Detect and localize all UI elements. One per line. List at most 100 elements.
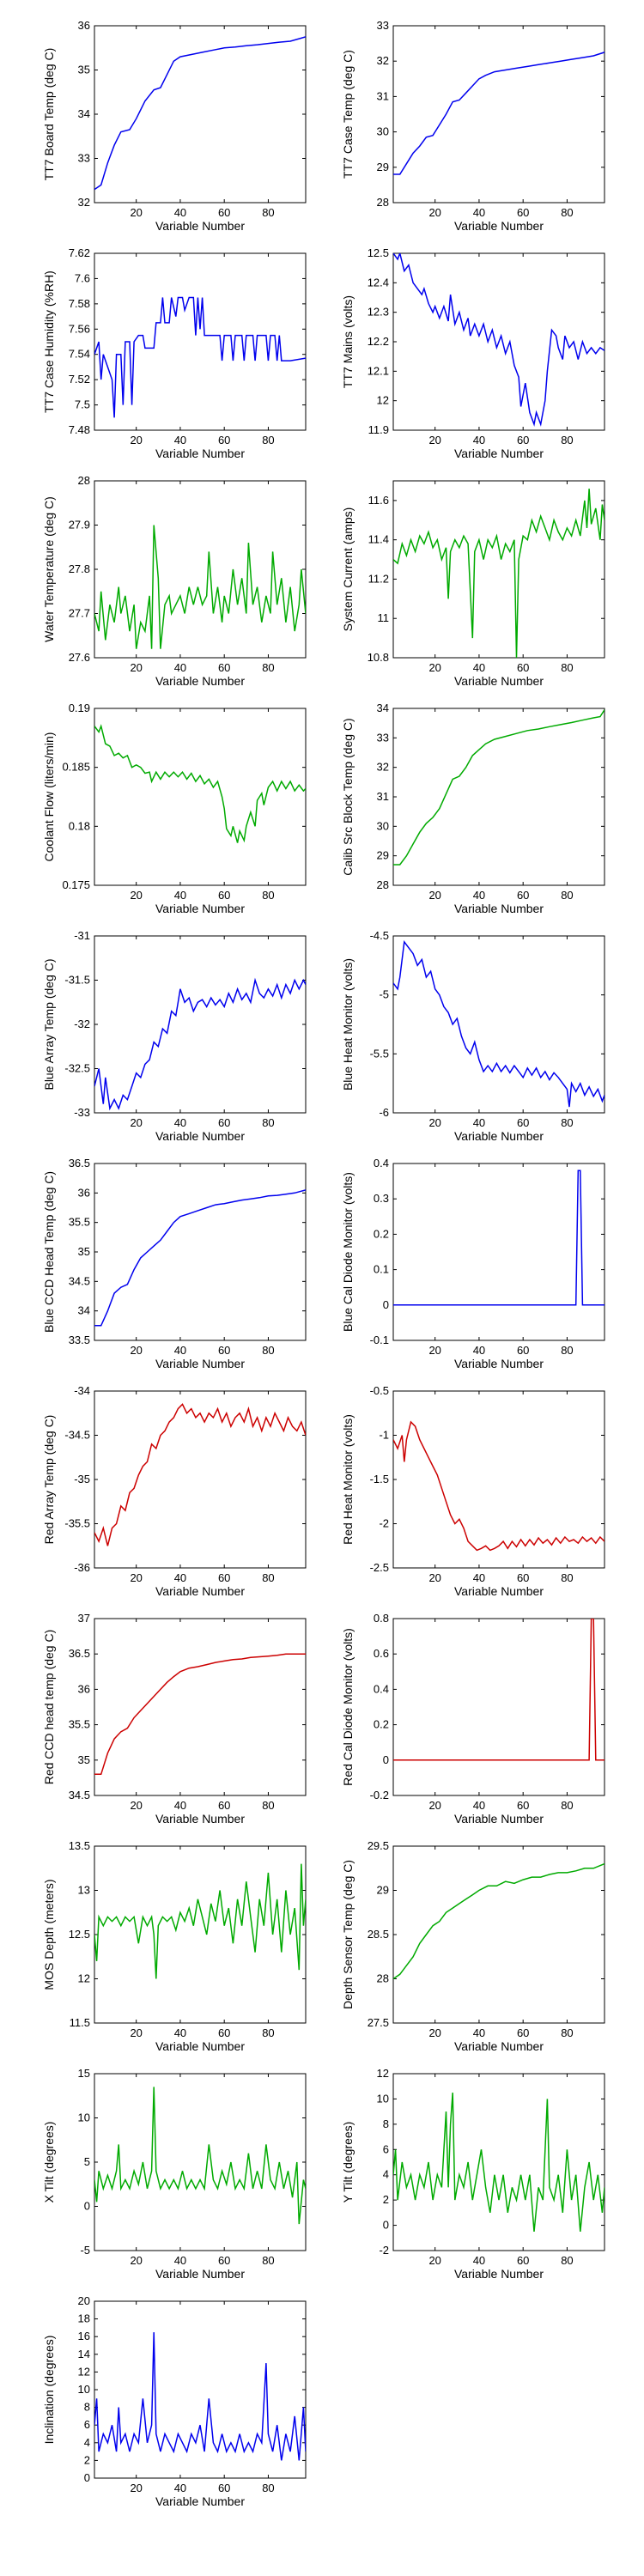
- x-tick-label: 40: [174, 2026, 186, 2039]
- chart-panel: 20 40 60 80 0.175 0.18 0.185 0.19 Variable Numbe…: [42, 702, 307, 915]
- y-tick-label: 11.6: [368, 494, 389, 507]
- y-tick-label: 14: [78, 2348, 90, 2360]
- y-tick-label: 32: [377, 54, 389, 67]
- series-line: [94, 1653, 306, 1776]
- y-tick-label: -33: [74, 1106, 90, 1119]
- x-tick-label: 60: [218, 434, 230, 447]
- plot-frame: [392, 1390, 605, 1569]
- y-axis-label: Red CCD head temp (deg C): [42, 1630, 56, 1785]
- x-axis-label: Variable Number: [454, 1812, 544, 1826]
- x-tick-label: 80: [561, 661, 573, 674]
- plot-frame: [94, 2073, 307, 2251]
- y-axis-label: System Current (amps): [341, 507, 355, 632]
- series-line: [393, 939, 605, 1108]
- y-tick-label: 12: [377, 394, 389, 407]
- y-tick-label: -5.5: [370, 1047, 389, 1060]
- x-tick-label: 20: [428, 661, 440, 674]
- y-tick-label: 7.52: [69, 373, 90, 386]
- x-tick-label: 80: [262, 434, 274, 447]
- series-line: [393, 1862, 605, 1980]
- y-tick-label: 2: [383, 2193, 389, 2206]
- series-line: [94, 36, 306, 191]
- y-tick-label: 0.185: [62, 761, 90, 774]
- y-tick-label: 13.5: [69, 1839, 90, 1852]
- y-tick-label: 16: [78, 2330, 90, 2342]
- x-tick-label: 80: [561, 889, 573, 902]
- chart-panel: 20 40 60 80 11.5 12 12.5 13 13.5 Variable Number M…: [42, 1839, 307, 2053]
- y-tick-label: 32: [78, 196, 90, 209]
- y-tick-label: 32: [377, 761, 389, 774]
- x-tick-label: 80: [561, 1116, 573, 1129]
- x-tick-label: 20: [428, 1344, 440, 1357]
- series-line: [94, 977, 306, 1111]
- x-tick-label: 60: [517, 1571, 529, 1584]
- plot-frame: [392, 1618, 605, 1796]
- y-tick-label: 34: [377, 702, 389, 714]
- series-line: [94, 296, 306, 418]
- x-tick-label: 80: [561, 2254, 573, 2267]
- y-tick-label: 28.5: [368, 1928, 389, 1941]
- x-tick-label: 40: [473, 889, 485, 902]
- x-tick-label: 40: [473, 1571, 485, 1584]
- x-tick-label: 40: [473, 661, 485, 674]
- y-tick-label: 34.5: [69, 1274, 90, 1287]
- x-tick-label: 80: [561, 1344, 573, 1357]
- y-tick-label: 0.1: [374, 1263, 389, 1276]
- y-tick-label: 36: [78, 1186, 90, 1199]
- x-axis-label: Variable Number: [454, 2039, 544, 2053]
- y-tick-label: -2: [379, 2244, 389, 2257]
- y-tick-label: 4: [383, 2168, 389, 2181]
- plot-frame: [94, 1163, 307, 1341]
- y-tick-label: 0: [84, 2471, 90, 2484]
- y-tick-label: 33: [377, 731, 389, 744]
- plot-frame: [392, 708, 605, 886]
- x-tick-label: 20: [130, 2482, 142, 2494]
- x-tick-label: 60: [218, 2482, 230, 2494]
- x-tick-label: 60: [517, 889, 529, 902]
- x-tick-label: 40: [473, 2026, 485, 2039]
- y-tick-label: 0: [383, 2219, 389, 2232]
- x-tick-label: 60: [218, 2026, 230, 2039]
- series-line: [94, 724, 306, 843]
- series-line: [393, 52, 605, 175]
- y-tick-label: 13: [78, 1884, 90, 1897]
- y-tick-label: 7.5: [75, 398, 90, 411]
- chart-panel: 20 40 60 80 32 33 34 35 36 Variable Number TT7 Boa…: [42, 19, 307, 233]
- x-axis-label: Variable Number: [454, 674, 544, 688]
- plot-frame: [392, 25, 605, 204]
- x-tick-label: 20: [428, 206, 440, 219]
- chart-panel: 20 40 60 80 27.5 28 28.5 29 29.5 Variable Number D…: [341, 1839, 605, 2053]
- y-tick-label: -31.5: [64, 974, 90, 987]
- x-tick-label: 40: [174, 889, 186, 902]
- y-tick-label: 34.5: [69, 1789, 90, 1801]
- y-tick-label: 27.8: [69, 562, 90, 575]
- y-tick-label: 7.56: [69, 322, 90, 335]
- x-tick-label: 20: [130, 206, 142, 219]
- x-tick-label: 20: [130, 889, 142, 902]
- chart-panel: 20 40 60 80 0 2 4 6 8 10 12 14 16 18 20 Variable Number…: [42, 2294, 307, 2508]
- x-axis-label: Variable Number: [155, 1129, 245, 1143]
- x-tick-label: 40: [473, 434, 485, 447]
- y-tick-label: 30: [377, 125, 389, 138]
- y-tick-label: -5: [80, 2244, 90, 2257]
- y-axis-label: Red Array Temp (deg C): [42, 1415, 56, 1545]
- y-tick-label: 0: [84, 2200, 90, 2213]
- y-tick-label: 0.8: [374, 1612, 389, 1625]
- x-tick-label: 40: [174, 206, 186, 219]
- y-tick-label: -35: [74, 1473, 90, 1485]
- x-tick-label: 60: [218, 1344, 230, 1357]
- y-tick-label: 8: [84, 2401, 90, 2414]
- y-tick-label: 12.3: [368, 306, 389, 319]
- x-tick-label: 40: [174, 434, 186, 447]
- plot-frame: [94, 1845, 307, 2024]
- y-tick-label: 34: [78, 1304, 90, 1317]
- y-tick-label: 2: [84, 2453, 90, 2466]
- y-tick-label: 34: [78, 107, 90, 120]
- y-axis-label: Inclination (degrees): [42, 2336, 56, 2445]
- y-tick-label: 36: [78, 1682, 90, 1695]
- y-axis-label: Blue CCD Head Temp (deg C): [42, 1171, 56, 1333]
- y-tick-label: 12.4: [368, 276, 389, 289]
- x-tick-label: 60: [218, 1799, 230, 1812]
- x-axis-label: Variable Number: [454, 902, 544, 915]
- plot-frame: [392, 935, 605, 1114]
